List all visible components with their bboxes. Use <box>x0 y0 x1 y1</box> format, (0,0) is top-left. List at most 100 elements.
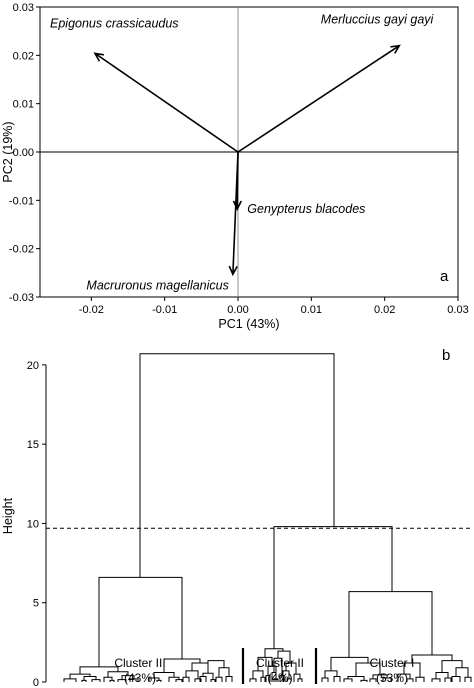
dendrogram-link <box>81 679 87 682</box>
dendrogram-link <box>107 671 129 678</box>
dendrogram-link <box>321 677 329 682</box>
dendrogram-link <box>103 676 113 682</box>
dendrogram-link <box>297 678 303 682</box>
dendrogram-link <box>63 678 77 682</box>
dendrogram-link <box>148 677 160 682</box>
cluster-ii-label: Cluster II <box>256 656 304 670</box>
dendrogram-link <box>286 678 292 682</box>
dendrogram-link <box>343 678 353 682</box>
dendrogram-link <box>129 678 139 682</box>
dendrogram-link <box>406 678 414 682</box>
loading-vector <box>237 44 400 153</box>
species-label: Epigonus crassicaudus <box>50 16 179 30</box>
y-tick-label: 10 <box>27 518 39 530</box>
biplot-panel: -0.02 -0.01 0.00 0.01 0.02 0.03 -0.03 -0.02 -0.0… <box>1 2 469 331</box>
biplot-y-axis-label: PC2 (19%) <box>1 121 15 182</box>
y-tick-label: -0.02 <box>9 244 34 256</box>
y-tick-label: 0 <box>33 677 39 688</box>
dendrogram-link <box>109 679 115 682</box>
vector-arrowhead <box>232 200 243 211</box>
y-tick-label: -0.01 <box>9 195 34 207</box>
dendrogram-link <box>397 673 411 682</box>
y-tick-label: 0.01 <box>13 99 34 111</box>
dendrogram-link <box>79 666 119 675</box>
dendrogram-root-link <box>139 353 335 578</box>
dendrogram-link <box>441 660 463 673</box>
loading-vector <box>94 52 239 153</box>
y-tick-label: 20 <box>27 360 39 372</box>
x-tick-label: -0.02 <box>79 304 104 316</box>
dendrogram-link <box>207 660 225 668</box>
dendrogram-link <box>324 670 338 679</box>
dendrogram-link <box>455 667 469 678</box>
dendrogram-link <box>282 670 290 682</box>
dendrogram-link <box>182 676 190 682</box>
dendrogram-link <box>202 672 214 680</box>
dendrogram-link <box>163 658 201 673</box>
y-tick-label: 15 <box>27 439 39 451</box>
dendrogram-link <box>431 678 441 682</box>
cluster-i-percent: (53%) <box>376 671 408 685</box>
dendrogram-link <box>264 648 284 658</box>
dendrogram-link <box>411 654 453 663</box>
dendrogram-y-axis-label: Height <box>1 497 15 534</box>
dendrogram-link <box>249 678 257 682</box>
dendrogram-link <box>185 670 199 679</box>
dendrogram-link <box>277 650 291 663</box>
y-tick-label: 0.03 <box>13 2 34 14</box>
x-tick-label: 0.01 <box>301 304 322 316</box>
panel-label-b: b <box>442 347 450 364</box>
dendrogram-link <box>210 679 216 682</box>
biplot-x-axis-label: PC1 (43%) <box>218 317 279 331</box>
dendrogram-link <box>257 656 273 671</box>
dendrogram-link <box>91 679 101 682</box>
dendrogram-link <box>360 679 368 682</box>
cluster-iii-link <box>98 576 183 667</box>
dendrogram-link <box>252 670 264 679</box>
dendrogram-link <box>415 676 425 682</box>
dendrogram-link <box>285 662 297 675</box>
panel-label-a: a <box>440 268 449 285</box>
dendrogram-link <box>355 662 381 677</box>
dendrogram-link <box>369 678 377 682</box>
dendrogram-link <box>218 667 230 678</box>
dendrogram-link <box>225 675 233 682</box>
dendrogram-link <box>175 679 183 682</box>
dendrogram-link <box>273 657 283 676</box>
y-tick-label: 5 <box>33 598 39 610</box>
dendrogram-link <box>451 675 461 682</box>
x-tick-label: 0.00 <box>227 304 248 316</box>
x-tick-label: 0.02 <box>374 304 395 316</box>
dendrogram-link <box>215 676 223 682</box>
dendrogram-link <box>347 675 365 681</box>
dendrogram-link <box>403 662 421 678</box>
dendrogram-link <box>435 671 449 679</box>
dendrogram-link <box>271 671 277 682</box>
y-tick-label: 0.00 <box>13 147 34 159</box>
dendrogram-link <box>153 671 175 679</box>
dendrogram-link <box>444 677 452 682</box>
cluster-iii-label: Cluster III <box>114 656 165 670</box>
dendrogram-link <box>372 674 388 679</box>
y-tick-label: -0.03 <box>9 292 34 304</box>
cluster-ii-percent: (4%) <box>267 671 292 685</box>
vector-arrowhead <box>228 265 238 277</box>
dendrogram-link <box>191 662 209 674</box>
cluster-iii-percent: (43%) <box>124 671 156 685</box>
vector-arrowhead <box>93 52 105 62</box>
loading-vector <box>232 151 239 275</box>
dendrogram-link <box>194 678 202 682</box>
dendrogram-link <box>121 675 135 680</box>
dendrogram-link <box>83 675 97 681</box>
x-tick-label: 0.03 <box>447 304 468 316</box>
vector-arrowhead <box>390 44 401 54</box>
dendrogram-link <box>382 677 392 682</box>
dendrogram-panel: 0 5 10 15 20 Height b Cluster III (43%) Clus… <box>1 347 472 688</box>
dendrogram-link <box>279 675 285 682</box>
y-tick-label: 0.02 <box>13 50 34 62</box>
cluster-i-label: Cluster I <box>370 656 415 670</box>
dendrogram-link <box>260 676 266 682</box>
species-label: Macruronus magellanicus <box>86 278 228 292</box>
dendrogram-link <box>168 676 180 682</box>
